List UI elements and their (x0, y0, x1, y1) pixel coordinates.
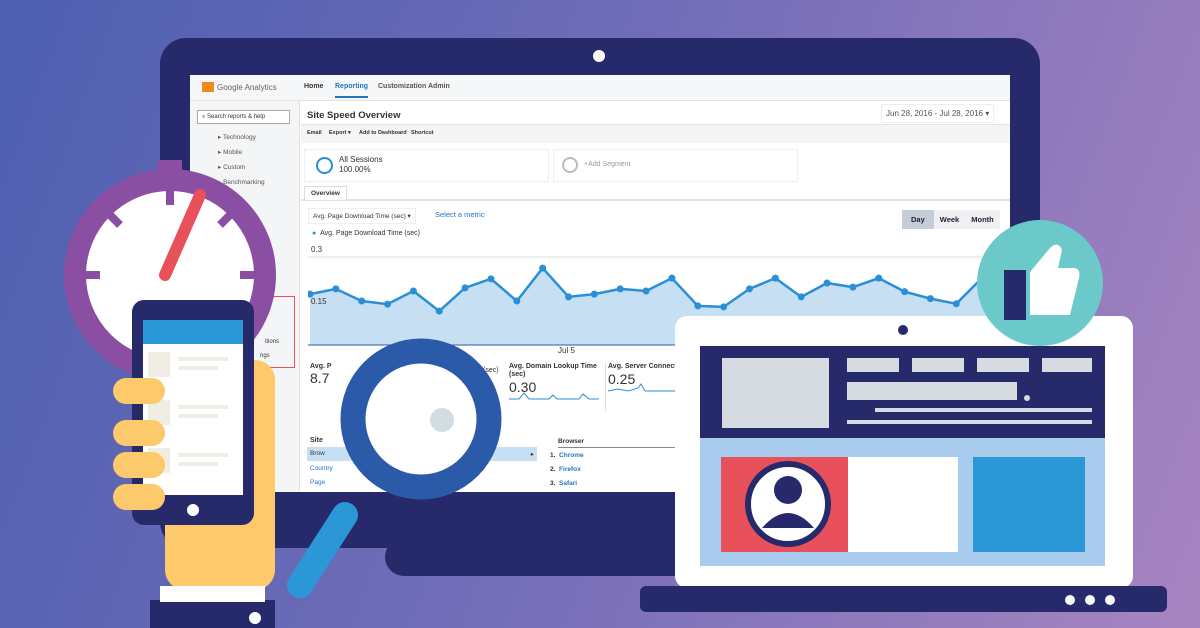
data-point (461, 284, 469, 292)
email-button[interactable]: Email (307, 130, 322, 136)
sidebar-partial-item[interactable]: itions (265, 339, 280, 345)
data-point (358, 297, 366, 305)
data-point (332, 285, 340, 293)
data-point (823, 279, 831, 287)
nav-home[interactable]: Home (304, 83, 324, 90)
segment-all-sessions[interactable]: All Sessions 100.00% (304, 149, 549, 182)
laptop-illustration (640, 316, 1167, 612)
nav-customization[interactable]: Customization (378, 83, 427, 90)
browser-row[interactable]: 1. Chrome (550, 452, 584, 459)
segment-circle-icon (316, 157, 333, 174)
granularity-week[interactable]: Week (939, 215, 960, 224)
browser-row[interactable]: 3. Safari (550, 480, 578, 487)
metric-card-partial: (sec) (483, 367, 499, 374)
ga-logo-icon (202, 82, 214, 92)
browser-table-header: Browser (558, 438, 678, 448)
top-bar: Google Analytics Home Reporting Customiz… (190, 75, 1010, 101)
table-row[interactable]: Page (310, 479, 326, 486)
x-tick-label: Jul 5 (558, 346, 575, 355)
select-metric-link[interactable]: Select a metric (435, 210, 485, 219)
data-point (694, 302, 702, 310)
data-point (308, 290, 314, 298)
y-tick-label: 0.15 (311, 297, 327, 306)
search-icon: ⌕ (202, 114, 208, 120)
data-point (926, 295, 934, 303)
search-input[interactable]: ⌕ Search reports & help (197, 110, 290, 124)
data-point (409, 287, 417, 295)
data-point (487, 275, 495, 283)
chart-legend: ● Avg. Page Download Time (sec) (312, 230, 420, 237)
metric-card: Avg. Server Connecti (sec) 0.25 (607, 363, 708, 396)
search-placeholder: Search reports & help (207, 114, 266, 120)
export-button[interactable]: Export ▾ (329, 130, 351, 136)
browser-row[interactable]: 2. Firefox (550, 466, 581, 473)
data-point (771, 274, 779, 282)
data-point (952, 300, 960, 308)
shortcut-button[interactable]: Shortcut (411, 130, 434, 136)
thumbs-up-icon (977, 220, 1103, 346)
tab-overview[interactable]: Overview (304, 186, 347, 200)
series-line (309, 266, 1009, 313)
data-point (642, 287, 650, 295)
sidebar-item-custom[interactable]: ▸ Custom (218, 164, 246, 171)
segment-value: 100.00% (339, 165, 371, 174)
logo-text: Google Analytics (217, 83, 277, 92)
date-range-picker[interactable]: Jun 28, 2016 - Jul 28, 2016 ▾ (881, 104, 995, 123)
granularity-month[interactable]: Month (971, 215, 994, 224)
magnifying-glass-icon (287, 338, 502, 598)
data-point (901, 288, 909, 296)
table-header: Site (310, 437, 323, 444)
data-point (616, 285, 624, 293)
granularity-day[interactable]: Day (902, 210, 934, 229)
add-segment-circle-icon (562, 157, 578, 173)
sidebar-item-technology[interactable]: ▸ Technology (218, 134, 256, 141)
data-point (384, 300, 392, 308)
data-point (668, 274, 676, 282)
data-point (797, 293, 805, 301)
data-point (720, 303, 728, 311)
metric-card: Avg. Domain Lookup Time (sec) 0.30 (509, 363, 606, 411)
hand-holding-phone-icon (113, 300, 275, 628)
nav-admin[interactable]: Admin (428, 83, 450, 90)
y-tick-label: 0.3 (311, 245, 323, 254)
data-point (590, 290, 598, 298)
data-point (513, 297, 521, 305)
metric-select[interactable]: Avg. Page Download Time (sec) ▾ (308, 208, 416, 224)
add-to-dashboard-button[interactable]: Add to Dashboard (359, 130, 407, 136)
page-title: Site Speed Overview (307, 110, 401, 121)
metric-card: Avg. P 8.7 (310, 363, 332, 386)
sidebar-item-mobile[interactable]: ▸ Mobile (218, 149, 243, 156)
data-point (875, 274, 883, 282)
table-row[interactable]: Country (310, 465, 333, 472)
sidebar-partial-item[interactable]: ngs (260, 353, 270, 359)
data-point (565, 293, 573, 301)
data-point (849, 283, 857, 291)
data-point (745, 285, 753, 293)
nav-reporting[interactable]: Reporting (335, 83, 369, 98)
add-segment-button[interactable]: +Add Segment (553, 149, 798, 182)
data-point (435, 307, 443, 315)
camera-dot (593, 50, 605, 62)
data-point (539, 264, 547, 272)
segment-name: All Sessions (339, 155, 383, 164)
